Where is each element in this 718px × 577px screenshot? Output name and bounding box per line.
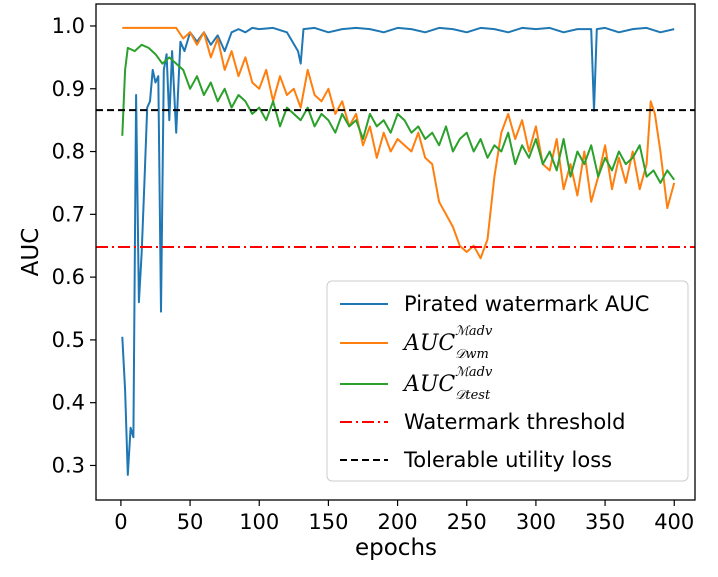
legend-label-pirated: Pirated watermark AUC — [404, 292, 649, 316]
y-tick-label: 0.3 — [52, 453, 85, 477]
y-tick-label: 0.7 — [52, 202, 85, 226]
x-tick-label: 50 — [177, 510, 204, 534]
x-tick-label: 0 — [114, 510, 127, 534]
y-axis-ticks: 0.3 0.4 0.5 0.6 0.7 0.8 0.9 1.0 — [52, 14, 96, 477]
legend-label-threshold: Watermark threshold — [404, 410, 625, 434]
series-line-0 — [121, 26, 675, 476]
legend-auc-wm-sup: ℳadv — [455, 324, 493, 339]
y-tick-label: 0.6 — [52, 265, 85, 289]
legend-auc-wm-base: AUC — [402, 331, 455, 356]
y-tick-label: 1.0 — [52, 14, 85, 38]
y-tick-label: 0.9 — [52, 77, 85, 101]
x-tick-label: 150 — [308, 510, 348, 534]
legend-label-auc-wm: AUC ℳadv 𝒟wm — [402, 320, 497, 362]
series-line-1 — [122, 26, 676, 260]
plot-frame — [95, 3, 696, 501]
x-tick-label: 250 — [447, 510, 487, 534]
x-tick-label: 100 — [239, 510, 279, 534]
x-axis-label: epochs — [355, 535, 437, 561]
legend-frame — [326, 280, 689, 482]
x-tick-label: 350 — [585, 510, 625, 534]
legend-auc-test-sub: 𝒟test — [455, 388, 491, 403]
legend-auc-test-base: AUC — [402, 372, 455, 397]
plot-lines — [96, 26, 695, 476]
legend-label-utility-loss: Tolerable utility loss — [403, 448, 612, 472]
legend-auc-wm-sub: 𝒟wm — [455, 347, 489, 362]
y-tick-label: 0.4 — [52, 391, 85, 415]
legend: Pirated watermark AUC AUC ℳadv 𝒟wm AUC ℳ… — [326, 280, 689, 482]
x-tick-label: 300 — [516, 510, 556, 534]
series-line-2 — [121, 43, 676, 184]
legend-label-auc-test: AUC ℳadv 𝒟test — [402, 361, 497, 403]
x-tick-label: 400 — [654, 510, 694, 534]
legend-auc-test-sup: ℳadv — [455, 365, 493, 380]
y-tick-label: 0.5 — [52, 328, 85, 352]
x-tick-label: 200 — [378, 510, 418, 534]
y-tick-label: 0.8 — [52, 140, 85, 164]
y-axis-label: AUC — [18, 228, 44, 277]
x-axis-ticks: 0 50 100 150 200 250 300 350 400 — [114, 500, 694, 534]
